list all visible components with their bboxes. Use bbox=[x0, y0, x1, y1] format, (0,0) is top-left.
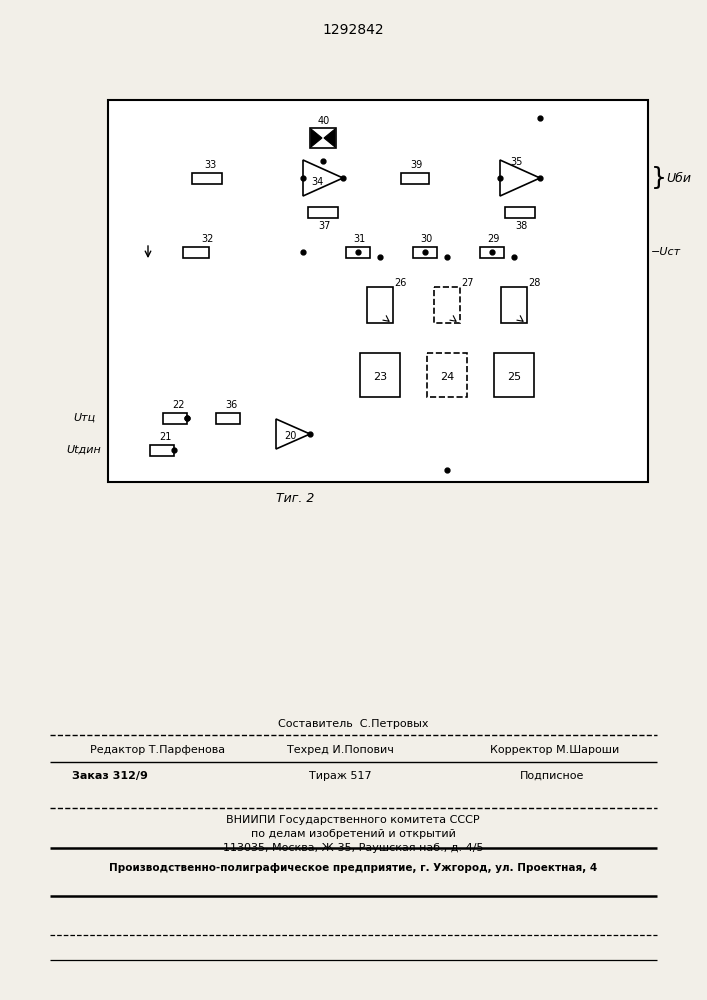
Bar bbox=[308, 207, 338, 218]
Text: }: } bbox=[651, 166, 667, 190]
Text: −Uст: −Uст bbox=[651, 247, 681, 257]
Text: 31: 31 bbox=[353, 234, 366, 244]
Text: 26: 26 bbox=[394, 278, 407, 288]
Text: 40: 40 bbox=[318, 116, 330, 126]
Bar bbox=[505, 207, 535, 218]
Bar bbox=[192, 172, 222, 184]
Text: 25: 25 bbox=[507, 372, 521, 382]
Text: 38: 38 bbox=[515, 221, 527, 231]
Bar bbox=[434, 287, 460, 323]
Text: 30: 30 bbox=[420, 234, 432, 244]
Text: 113035, Москва, Ж-35, Раушская наб., д. 4/5: 113035, Москва, Ж-35, Раушская наб., д. … bbox=[223, 843, 484, 853]
Bar bbox=[360, 353, 400, 397]
Polygon shape bbox=[276, 419, 310, 449]
Bar bbox=[413, 246, 437, 257]
Text: Заказ 312/9: Заказ 312/9 bbox=[72, 771, 148, 781]
Text: Корректор М.Шароши: Корректор М.Шароши bbox=[490, 745, 619, 755]
Bar bbox=[163, 412, 187, 424]
Bar bbox=[367, 287, 393, 323]
Polygon shape bbox=[324, 129, 335, 147]
Text: Тираж 517: Тираж 517 bbox=[309, 771, 371, 781]
Bar bbox=[494, 353, 534, 397]
Text: 23: 23 bbox=[373, 372, 387, 382]
Text: Составитель  С.Петровых: Составитель С.Петровых bbox=[278, 719, 428, 729]
Text: Uтц: Uтц bbox=[73, 413, 95, 423]
Text: 1292842: 1292842 bbox=[322, 23, 384, 37]
Bar bbox=[401, 172, 429, 184]
Polygon shape bbox=[311, 129, 322, 147]
Text: Техред И.Попович: Техред И.Попович bbox=[286, 745, 393, 755]
Text: 32: 32 bbox=[201, 234, 214, 244]
Text: Производственно-полиграфическое предприятие, г. Ужгород, ул. Проектная, 4: Производственно-полиграфическое предприя… bbox=[109, 863, 597, 873]
Text: 24: 24 bbox=[440, 372, 455, 382]
Text: 20: 20 bbox=[284, 431, 296, 441]
Text: 33: 33 bbox=[204, 160, 216, 170]
Bar bbox=[108, 100, 648, 482]
Text: 34: 34 bbox=[311, 177, 323, 187]
Bar bbox=[183, 246, 209, 257]
Text: 21: 21 bbox=[159, 432, 171, 442]
Text: по делам изобретений и открытий: по делам изобретений и открытий bbox=[250, 829, 455, 839]
Text: Uби: Uби bbox=[666, 172, 691, 184]
Bar bbox=[310, 128, 336, 148]
Text: 29: 29 bbox=[487, 234, 499, 244]
Text: 36: 36 bbox=[225, 400, 238, 410]
Text: Τиг. 2: Τиг. 2 bbox=[276, 491, 314, 504]
Text: 37: 37 bbox=[318, 221, 330, 231]
Bar bbox=[150, 444, 174, 456]
Text: 22: 22 bbox=[172, 400, 185, 410]
Text: 39: 39 bbox=[410, 160, 422, 170]
Polygon shape bbox=[500, 160, 540, 196]
Text: ВНИИПИ Государственного комитета СССР: ВНИИПИ Государственного комитета СССР bbox=[226, 815, 480, 825]
Polygon shape bbox=[303, 160, 343, 196]
Bar bbox=[480, 246, 504, 257]
Text: Подписное: Подписное bbox=[520, 771, 585, 781]
Text: 28: 28 bbox=[528, 278, 540, 288]
Text: 27: 27 bbox=[461, 278, 474, 288]
Text: Редактор Т.Парфенова: Редактор Т.Парфенова bbox=[90, 745, 225, 755]
Text: Utдин: Utдин bbox=[66, 445, 101, 455]
Bar bbox=[216, 412, 240, 424]
Bar bbox=[346, 246, 370, 257]
Bar bbox=[427, 353, 467, 397]
Text: 35: 35 bbox=[510, 157, 522, 167]
Bar bbox=[501, 287, 527, 323]
